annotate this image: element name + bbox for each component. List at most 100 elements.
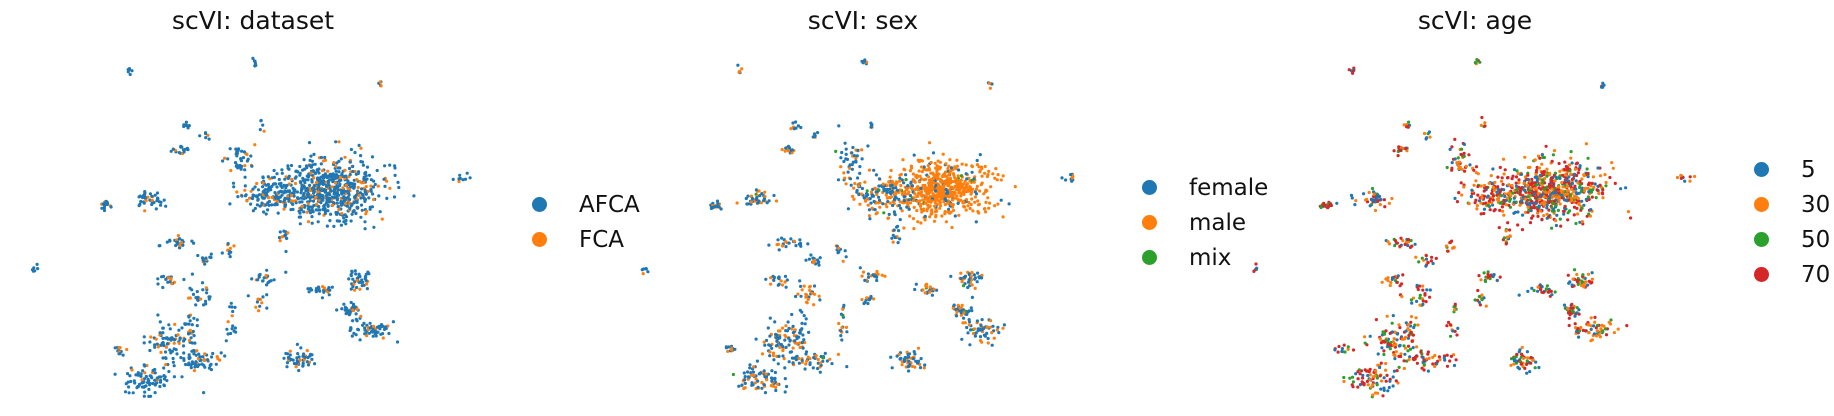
- cell-point: [751, 370, 755, 374]
- cell-point: [337, 140, 341, 144]
- point-cloud: [1252, 58, 1697, 399]
- cell-point: [243, 164, 247, 168]
- cell-point: [812, 303, 816, 307]
- cell-point: [1406, 336, 1410, 340]
- cell-point: [1453, 137, 1457, 141]
- cell-point: [352, 282, 356, 286]
- cell-point: [944, 162, 948, 166]
- cell-point: [298, 358, 302, 362]
- cell-point: [811, 256, 815, 260]
- cell-point: [165, 240, 169, 244]
- cell-point: [348, 173, 352, 177]
- cell-point: [1589, 184, 1593, 188]
- cell-point: [1582, 203, 1586, 207]
- cell-point: [1398, 284, 1402, 288]
- cell-point: [1408, 355, 1412, 359]
- cell-point: [1534, 172, 1538, 177]
- cell-point: [860, 148, 864, 152]
- cell-point: [892, 210, 896, 214]
- cell-point: [886, 216, 891, 220]
- cell-point: [1528, 221, 1533, 225]
- cell-point: [368, 326, 372, 330]
- cell-point: [935, 202, 939, 206]
- cell-point: [259, 119, 263, 123]
- cell-point: [1346, 347, 1350, 351]
- cell-point: [226, 157, 230, 161]
- cell-point: [783, 377, 787, 381]
- cell-point: [1410, 339, 1414, 343]
- cell-point: [755, 359, 759, 363]
- cell-point: [964, 163, 968, 167]
- cell-point: [291, 202, 295, 206]
- cell-point: [287, 174, 291, 178]
- cell-point: [344, 183, 348, 187]
- cell-point: [184, 120, 188, 124]
- cell-point: [902, 199, 906, 203]
- cell-point: [1559, 190, 1563, 194]
- cell-point: [304, 196, 308, 200]
- cell-point: [1545, 193, 1549, 197]
- cell-point: [1390, 321, 1394, 325]
- cell-point: [1060, 176, 1064, 180]
- cell-point: [896, 241, 900, 245]
- cell-point: [1500, 205, 1504, 209]
- cell-point: [347, 166, 352, 171]
- cell-point: [370, 329, 374, 334]
- cell-point: [206, 133, 210, 137]
- cell-point: [1502, 236, 1506, 240]
- cell-point: [150, 198, 154, 202]
- cell-point: [929, 209, 934, 213]
- cell-point: [1385, 314, 1389, 318]
- cell-point: [1415, 354, 1419, 358]
- cell-point: [1366, 373, 1370, 378]
- cell-point: [353, 288, 357, 292]
- cell-point: [1369, 385, 1373, 389]
- cell-point: [1562, 212, 1566, 216]
- cell-point: [1505, 196, 1509, 200]
- cell-point: [1532, 192, 1537, 196]
- cell-point: [790, 356, 794, 360]
- cell-point: [354, 317, 358, 321]
- legend-label: male: [1189, 209, 1247, 236]
- cell-point: [762, 199, 766, 203]
- cell-point: [334, 164, 338, 168]
- cell-point: [869, 124, 874, 128]
- cell-point: [805, 301, 809, 305]
- cell-point: [308, 354, 312, 358]
- cell-point: [463, 177, 468, 181]
- cell-point: [267, 199, 271, 204]
- cell-point: [948, 158, 952, 162]
- cell-point: [988, 81, 992, 85]
- cell-point: [801, 333, 805, 337]
- cell-point: [164, 277, 168, 281]
- cell-point: [1470, 188, 1474, 192]
- cell-point: [989, 185, 993, 189]
- cell-point: [916, 194, 920, 198]
- cell-point: [1421, 302, 1425, 306]
- cell-point: [325, 196, 329, 201]
- cell-point: [358, 180, 362, 184]
- cell-point: [361, 163, 365, 167]
- legend-marker: [532, 197, 547, 212]
- cell-point: [1418, 296, 1422, 300]
- cell-point: [207, 137, 211, 141]
- cell-point: [815, 258, 820, 262]
- cell-point: [776, 238, 780, 242]
- cell-point: [137, 204, 141, 208]
- cell-point: [804, 317, 808, 321]
- cell-point: [1474, 179, 1478, 183]
- cell-point: [929, 160, 933, 165]
- cell-point: [1511, 191, 1515, 195]
- cell-point: [360, 187, 364, 191]
- cell-point: [310, 215, 314, 219]
- cell-point: [836, 178, 841, 182]
- cell-point: [282, 356, 286, 360]
- cell-point: [323, 211, 327, 215]
- cell-point: [1509, 363, 1513, 367]
- cell-point: [845, 365, 849, 369]
- cell-point: [356, 327, 360, 331]
- cell-point: [1566, 218, 1570, 222]
- cell-point: [778, 345, 782, 349]
- cell-point: [777, 329, 781, 333]
- cell-point: [1399, 236, 1403, 240]
